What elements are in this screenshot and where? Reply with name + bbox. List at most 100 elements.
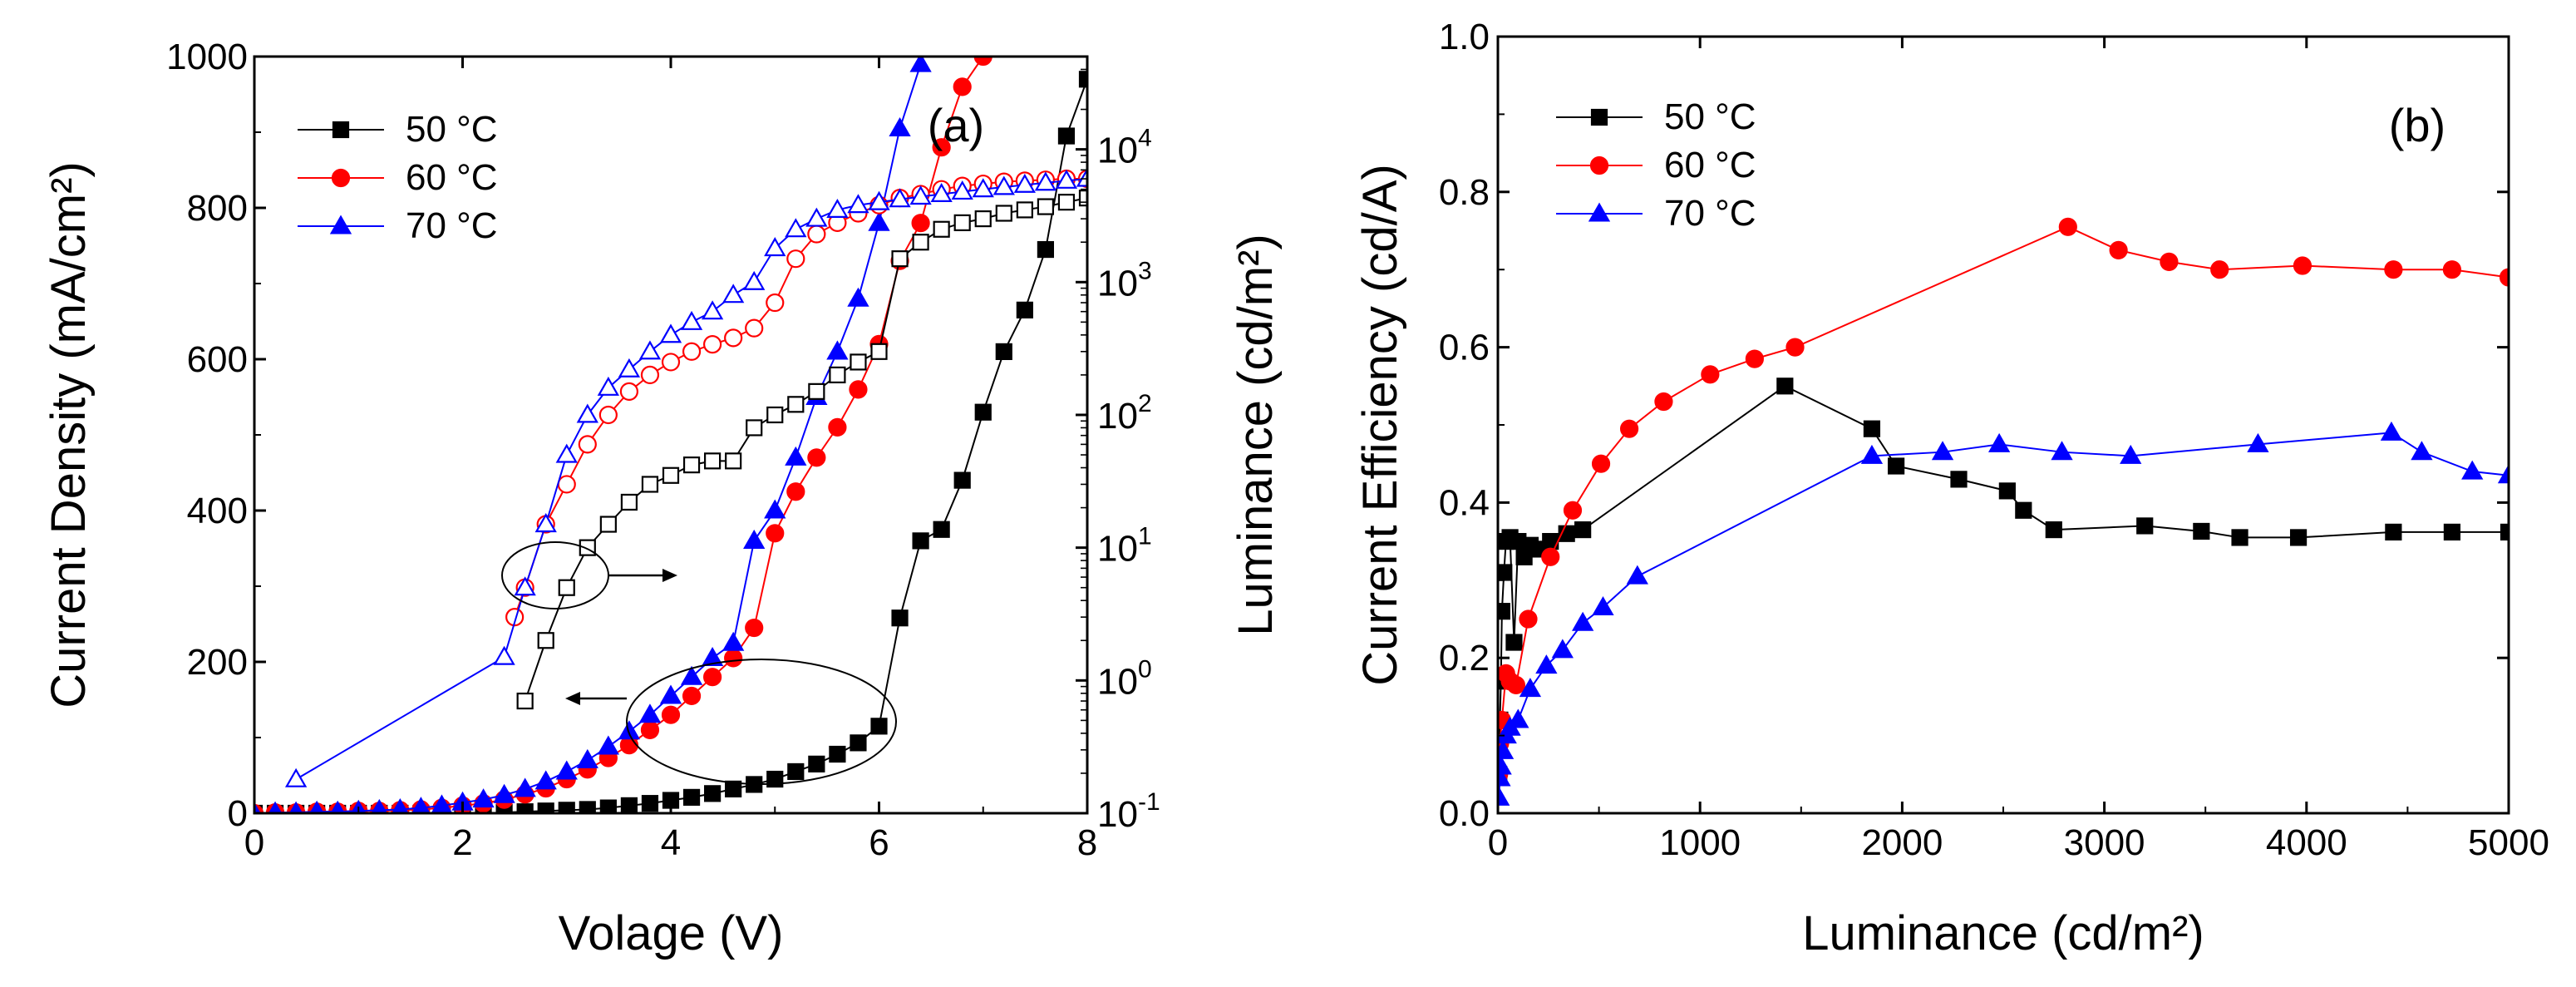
series-b-point-0-7 bbox=[1505, 634, 1523, 651]
series-b-point-2-20 bbox=[2411, 441, 2433, 461]
series-a-point-2-28 bbox=[826, 340, 849, 360]
series-b-point-0-15 bbox=[1776, 378, 1794, 395]
series-a-point-5-3 bbox=[534, 513, 557, 533]
series-a-point-0-14 bbox=[537, 802, 554, 813]
series-b-point-2-19 bbox=[2380, 421, 2403, 441]
yr-tick-label-a-3: 102 bbox=[1097, 390, 1152, 437]
yr-tick-base-a-5: 10 bbox=[1097, 131, 1138, 171]
plot-area-b bbox=[1498, 217, 2509, 806]
legend-b-label-2: 70 °C bbox=[1664, 193, 1756, 234]
series-a-point-5-15 bbox=[785, 218, 807, 238]
series-a-point-5-23 bbox=[951, 180, 973, 200]
series-a-point-3-18 bbox=[891, 250, 909, 268]
yr-tick-label-a-1: 100 bbox=[1097, 655, 1152, 702]
legend-a-label-1: 60 °C bbox=[406, 157, 498, 198]
series-a-point-4-6 bbox=[619, 382, 639, 401]
legend-a-label-0: 50 °C bbox=[406, 109, 498, 150]
series-b-point-2-7 bbox=[1519, 678, 1542, 698]
series-a-point-1-21 bbox=[682, 686, 702, 706]
series-a-point-2-23 bbox=[722, 631, 745, 651]
series-a-point-2-11 bbox=[472, 788, 495, 808]
series-a-point-2-3 bbox=[309, 800, 324, 813]
series-b-point-1-19 bbox=[2293, 256, 2312, 275]
series-a-point-5-25 bbox=[992, 175, 1015, 195]
legend-b-marker-0 bbox=[1590, 108, 1608, 126]
x-axis-label-a: Volage (V) bbox=[559, 906, 784, 960]
y-axis-label-b: Current Efficiency (cd/A) bbox=[1353, 164, 1407, 685]
series-a-point-2-18 bbox=[618, 720, 641, 740]
yr-tick-base-a-2: 10 bbox=[1097, 529, 1138, 570]
x-tick-label-b-1: 1000 bbox=[1659, 822, 1741, 863]
series-b-point-2-3 bbox=[1498, 739, 1515, 759]
panel-label-a: (a) bbox=[928, 99, 984, 151]
legend-b-label-0: 50 °C bbox=[1664, 96, 1756, 137]
x-axis-label-b: Luminance (cd/m²) bbox=[1802, 906, 2204, 960]
series-b-point-0-20 bbox=[2015, 501, 2032, 519]
series-a-point-0-40 bbox=[1078, 71, 1087, 88]
series-b-point-1-15 bbox=[2058, 217, 2077, 236]
series-a-point-5-6 bbox=[597, 376, 619, 396]
series-a-point-5-1 bbox=[493, 645, 515, 665]
plot-area-a bbox=[254, 57, 1087, 813]
series-a-point-0-36 bbox=[995, 343, 1012, 360]
series-a-point-1-32 bbox=[911, 214, 930, 233]
yr-tick-label-a-5: 104 bbox=[1097, 125, 1152, 171]
series-a-point-5-26 bbox=[1013, 173, 1036, 193]
panel-b: 0 1000 2000 3000 4000 5000 0.0 0.2 0.4 0.6 0.8 1.0 L… bbox=[1353, 17, 2549, 960]
y-right-axis-label-a: Luminance (cd/m²) bbox=[1229, 234, 1283, 635]
series-a-point-0-28 bbox=[829, 745, 846, 763]
series-a-point-0-30 bbox=[870, 718, 888, 735]
series-a-point-4-15 bbox=[807, 225, 826, 244]
x-tick-label-b-4: 4000 bbox=[2266, 822, 2347, 863]
series-a-point-1-19 bbox=[640, 720, 660, 740]
series-a-point-5-13 bbox=[743, 270, 766, 290]
series-a-point-3-23 bbox=[995, 205, 1012, 222]
series-a-point-4-0 bbox=[505, 608, 525, 627]
series-a-point-2-8 bbox=[411, 797, 431, 813]
series-a-point-1-29 bbox=[849, 380, 868, 399]
series-a-point-2-2 bbox=[288, 801, 303, 813]
series-a-point-3-2 bbox=[558, 579, 575, 596]
series-a-point-1-24 bbox=[745, 618, 764, 638]
series-b-point-0-25 bbox=[2289, 529, 2308, 546]
series-a-point-2-17 bbox=[597, 735, 619, 755]
series-a-point-0-22 bbox=[703, 785, 722, 802]
series-a-point-5-2 bbox=[514, 576, 536, 596]
series-b-point-2-9 bbox=[1551, 639, 1574, 659]
series-b-point-2-17 bbox=[2120, 444, 2142, 464]
series-a-point-0-16 bbox=[579, 801, 596, 813]
series-a-line-1 bbox=[254, 57, 984, 813]
series-a-point-0-13 bbox=[516, 803, 534, 813]
series-a-point-2-16 bbox=[576, 748, 598, 768]
legend-b-marker-1 bbox=[1589, 155, 1609, 175]
series-b-point-2-8 bbox=[1535, 654, 1558, 674]
series-b-point-1-16 bbox=[2109, 240, 2128, 259]
series-a-point-3-14 bbox=[808, 382, 825, 400]
yr-tick-exp-a-0: -1 bbox=[1138, 788, 1160, 816]
series-a-point-5-10 bbox=[680, 310, 703, 330]
y-tick-label-b-1: 0.2 bbox=[1439, 638, 1490, 679]
series-a-point-3-9 bbox=[703, 452, 722, 470]
series-a-point-5-0 bbox=[284, 767, 308, 787]
series-a-point-3-19 bbox=[912, 234, 929, 251]
series-a-point-0-29 bbox=[850, 734, 867, 752]
series-a-point-3-25 bbox=[1037, 198, 1055, 215]
series-a-point-0-39 bbox=[1057, 127, 1076, 145]
series-a-point-2-30 bbox=[868, 211, 890, 231]
series-b-point-0-3 bbox=[1498, 603, 1510, 620]
series-a-point-5-24 bbox=[972, 178, 994, 198]
y-tick-label-b-4: 0.8 bbox=[1439, 172, 1490, 213]
legend-b-marker-2 bbox=[1588, 202, 1611, 222]
series-a-point-2-7 bbox=[392, 797, 409, 813]
series-a-point-5-12 bbox=[722, 284, 745, 304]
series-a-point-2-22 bbox=[701, 646, 724, 666]
series-b-point-0-28 bbox=[2500, 523, 2509, 540]
series-a-point-4-7 bbox=[640, 365, 660, 384]
series-a-point-0-17 bbox=[599, 799, 617, 813]
series-b-point-2-15 bbox=[1987, 432, 2011, 452]
yr-tick-exp-a-2: 1 bbox=[1138, 523, 1152, 550]
series-a-point-5-27 bbox=[1034, 171, 1057, 191]
series-a-point-0-35 bbox=[974, 403, 992, 421]
x-tick-label-a-4: 8 bbox=[1077, 822, 1097, 863]
series-b-point-0-16 bbox=[1863, 420, 1881, 437]
